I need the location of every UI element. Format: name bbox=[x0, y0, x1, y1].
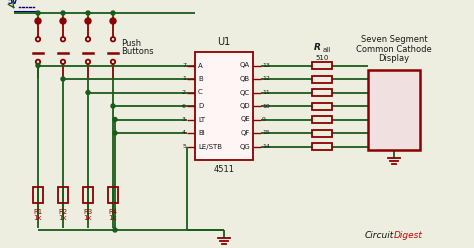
Bar bbox=[195, 52, 253, 160]
Circle shape bbox=[35, 18, 41, 24]
Circle shape bbox=[113, 131, 117, 135]
Text: 14: 14 bbox=[262, 144, 270, 149]
Text: Buttons: Buttons bbox=[121, 47, 154, 56]
Text: QD: QD bbox=[239, 103, 250, 109]
Text: 1k: 1k bbox=[84, 215, 92, 221]
Bar bbox=[312, 129, 332, 136]
Text: QC: QC bbox=[240, 90, 250, 95]
Text: LE/STB: LE/STB bbox=[198, 144, 222, 150]
Text: 10: 10 bbox=[262, 103, 270, 109]
Circle shape bbox=[60, 18, 66, 24]
Circle shape bbox=[113, 228, 117, 232]
Bar bbox=[368, 70, 420, 150]
Text: QB: QB bbox=[240, 76, 250, 82]
Text: 5v: 5v bbox=[7, 0, 17, 6]
Bar bbox=[312, 75, 332, 83]
Text: QF: QF bbox=[241, 130, 250, 136]
Text: B: B bbox=[198, 76, 203, 82]
Bar bbox=[312, 143, 332, 150]
Bar bbox=[108, 187, 118, 203]
Text: 4: 4 bbox=[182, 130, 186, 135]
Text: 6: 6 bbox=[182, 103, 186, 109]
Text: R4: R4 bbox=[109, 209, 118, 215]
Text: 1: 1 bbox=[182, 76, 186, 82]
Bar bbox=[312, 102, 332, 110]
Bar bbox=[312, 89, 332, 96]
Text: 12: 12 bbox=[262, 76, 270, 82]
Circle shape bbox=[36, 60, 40, 64]
Text: BI: BI bbox=[198, 130, 205, 136]
Circle shape bbox=[61, 60, 65, 64]
Circle shape bbox=[111, 60, 115, 64]
Text: 510: 510 bbox=[315, 55, 328, 61]
Circle shape bbox=[36, 37, 40, 41]
Text: U1: U1 bbox=[218, 37, 231, 47]
Text: Circuit: Circuit bbox=[365, 231, 394, 240]
Text: LT: LT bbox=[198, 117, 205, 123]
Text: D: D bbox=[198, 103, 203, 109]
Circle shape bbox=[111, 104, 115, 108]
Circle shape bbox=[111, 37, 115, 41]
Text: R: R bbox=[314, 42, 321, 52]
Text: C: C bbox=[198, 90, 203, 95]
Circle shape bbox=[85, 18, 91, 24]
Text: Seven Segment: Seven Segment bbox=[361, 35, 428, 44]
Circle shape bbox=[113, 118, 117, 122]
Circle shape bbox=[36, 11, 40, 15]
Text: Digest: Digest bbox=[394, 231, 423, 240]
Circle shape bbox=[111, 11, 115, 15]
Bar bbox=[83, 187, 93, 203]
Bar bbox=[33, 187, 43, 203]
Text: 3: 3 bbox=[182, 117, 186, 122]
Circle shape bbox=[36, 63, 40, 67]
Circle shape bbox=[86, 60, 90, 64]
Bar bbox=[58, 187, 68, 203]
Text: 13: 13 bbox=[262, 63, 270, 68]
Circle shape bbox=[86, 91, 90, 94]
Bar bbox=[312, 62, 332, 69]
Text: 2: 2 bbox=[182, 90, 186, 95]
Text: QA: QA bbox=[240, 62, 250, 68]
Text: Display: Display bbox=[378, 54, 410, 63]
Circle shape bbox=[61, 77, 65, 81]
Circle shape bbox=[86, 11, 90, 15]
Text: QG: QG bbox=[239, 144, 250, 150]
Text: 7: 7 bbox=[182, 63, 186, 68]
Bar bbox=[312, 116, 332, 123]
Text: all: all bbox=[323, 48, 331, 54]
Text: Push: Push bbox=[121, 38, 141, 48]
Text: 1k: 1k bbox=[34, 215, 42, 221]
Circle shape bbox=[61, 11, 65, 15]
Text: R2: R2 bbox=[58, 209, 68, 215]
Text: 1k: 1k bbox=[59, 215, 67, 221]
Circle shape bbox=[61, 37, 65, 41]
Text: A: A bbox=[198, 62, 203, 68]
Text: QE: QE bbox=[240, 117, 250, 123]
Circle shape bbox=[110, 18, 116, 24]
Text: Common Cathode: Common Cathode bbox=[356, 45, 432, 54]
Text: R3: R3 bbox=[83, 209, 92, 215]
Circle shape bbox=[86, 37, 90, 41]
Text: 15: 15 bbox=[262, 130, 270, 135]
Text: 9: 9 bbox=[262, 117, 266, 122]
Text: 11: 11 bbox=[262, 90, 270, 95]
Text: R1: R1 bbox=[33, 209, 43, 215]
Text: 4511: 4511 bbox=[213, 165, 235, 174]
Text: 5: 5 bbox=[182, 144, 186, 149]
Text: 1k: 1k bbox=[109, 215, 117, 221]
